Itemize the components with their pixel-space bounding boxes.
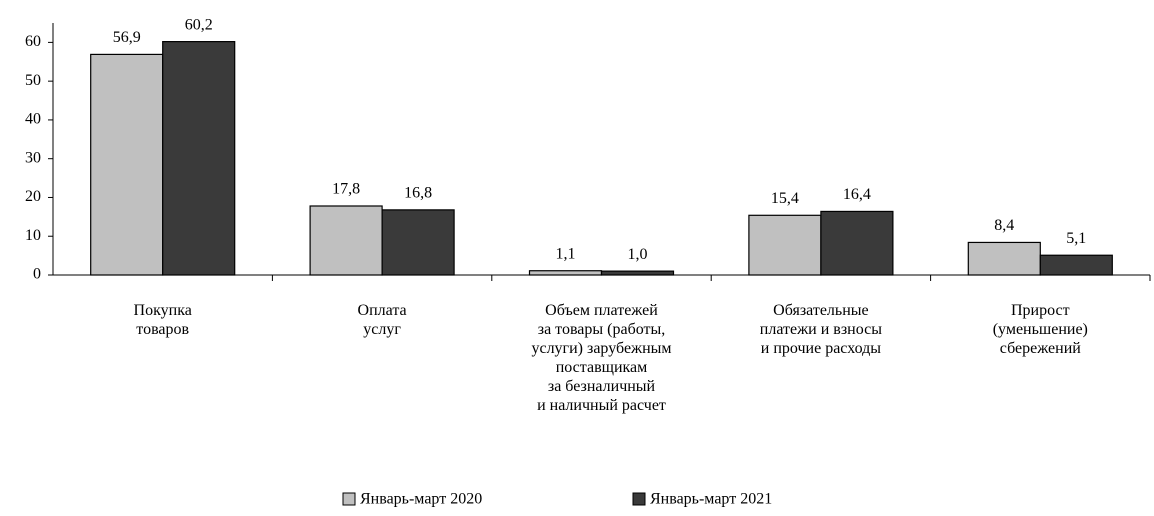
x-tick-label: Оплата услуг xyxy=(358,302,407,338)
bar xyxy=(381,209,455,276)
value-label: 1,1 xyxy=(556,245,576,262)
x-tick-label: Покупка товаров xyxy=(134,302,192,338)
value-label: 17,8 xyxy=(332,181,360,198)
y-tick-label: 50 xyxy=(25,72,41,89)
legend-label: Январь-март 2021 xyxy=(650,491,772,508)
bar xyxy=(162,41,236,276)
bar xyxy=(820,210,894,276)
legend-swatch xyxy=(632,492,646,506)
legend-swatch xyxy=(342,492,356,506)
bar xyxy=(600,270,675,276)
legend-label: Январь-март 2020 xyxy=(360,491,482,508)
bar xyxy=(309,205,383,276)
y-tick-label: 40 xyxy=(25,111,41,128)
value-label: 16,8 xyxy=(404,185,432,202)
y-tick-label: 20 xyxy=(25,188,41,205)
y-tick-label: 30 xyxy=(25,149,41,166)
y-tick-label: 60 xyxy=(25,33,41,50)
value-label: 1,0 xyxy=(628,246,648,263)
x-tick-label: Обязательные платежи и взносы и прочие рас… xyxy=(760,302,882,357)
value-label: 56,9 xyxy=(113,29,141,46)
bar xyxy=(90,53,164,276)
x-tick-label: Объем платежей за товары (работы, услуги) … xyxy=(531,302,671,414)
value-label: 16,4 xyxy=(843,186,871,203)
value-label: 5,1 xyxy=(1066,230,1086,247)
y-tick-label: 10 xyxy=(25,227,41,244)
value-label: 60,2 xyxy=(185,16,213,33)
x-tick-label: Прирост (уменьшение) сбережений xyxy=(993,302,1088,357)
value-label: 8,4 xyxy=(994,217,1014,234)
y-tick-label: 0 xyxy=(33,266,41,283)
bar xyxy=(967,241,1041,276)
bar xyxy=(1039,254,1113,276)
value-label: 15,4 xyxy=(771,190,799,207)
bar xyxy=(528,270,603,276)
bar xyxy=(748,214,822,276)
